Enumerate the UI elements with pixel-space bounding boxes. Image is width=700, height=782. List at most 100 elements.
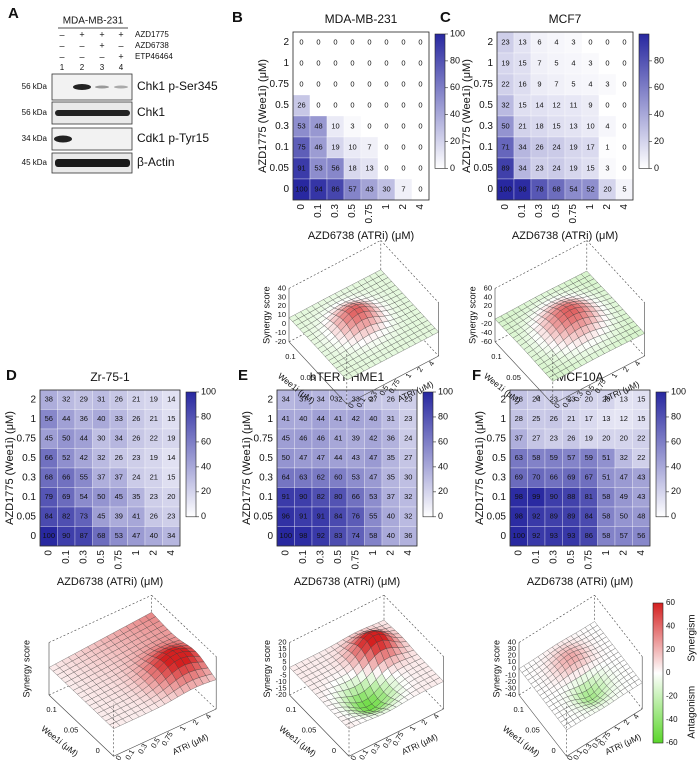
cell-value: 53 (314, 163, 322, 172)
z-axis-label: Synergy score (261, 286, 271, 344)
cell-value: 23 (535, 163, 543, 172)
cell-value: 56 (637, 531, 645, 540)
cell-value: 13 (620, 395, 628, 404)
box-edge (594, 595, 643, 657)
row-label: 0.05 (474, 163, 494, 174)
col-label: 0 (43, 550, 54, 556)
colorbar-label: 80 (450, 55, 460, 65)
cell-value: 6 (537, 37, 541, 46)
row-label: 2 (487, 37, 493, 48)
cell-value: 90 (550, 492, 558, 501)
colorbar-label: 100 (671, 386, 686, 396)
cell-value: 27 (369, 395, 377, 404)
col-label: 1 (381, 204, 392, 210)
cell-value: 23 (550, 434, 558, 443)
cell-value: 26 (567, 434, 575, 443)
cell-value: 0 (401, 142, 405, 151)
row-label: 0 (487, 184, 493, 195)
atri-tick-label: 1 (609, 372, 619, 380)
cell-value: 0 (401, 79, 405, 88)
colorbar-label: 20 (201, 486, 211, 496)
col-label: 4 (403, 550, 414, 556)
x-axis-label: AZD6738 (ATRi) (μM) (512, 230, 618, 242)
cell-value: 0 (384, 142, 388, 151)
cell-value: 53 (352, 473, 360, 482)
cell-value: 37 (97, 473, 105, 482)
cell-value: 44 (317, 414, 325, 423)
box-edge (113, 708, 217, 757)
cell-value: 50 (282, 453, 290, 462)
synergy-tick-label: -20 (666, 691, 678, 700)
cell-value: 19 (167, 434, 175, 443)
cell-value: 93 (567, 531, 575, 540)
protein-label: Chk1 p-Ser345 (137, 79, 218, 93)
cell-value: 10 (331, 121, 339, 130)
cell-value: 15 (586, 163, 594, 172)
cell-value: 34 (282, 395, 290, 404)
cell-value: 24 (552, 142, 560, 151)
cell-value: 40 (369, 414, 377, 423)
cell-value: 26 (387, 395, 395, 404)
cell-value: 91 (317, 512, 325, 521)
cell-value: 37 (515, 434, 523, 443)
cell-value: 81 (585, 492, 593, 501)
cell-value: 22 (637, 434, 645, 443)
cell-value: 23 (167, 512, 175, 521)
cell-value: 98 (515, 492, 523, 501)
box-edge (518, 594, 595, 643)
cell-value: 76 (352, 512, 360, 521)
row-label: 0.75 (270, 79, 290, 90)
cell-line: MDA-MB-231 (63, 16, 124, 27)
row-label: 0.05 (487, 511, 507, 522)
atri-tick-label: 2 (621, 366, 631, 374)
cell-value: 26 (150, 512, 158, 521)
cell-value: 89 (501, 163, 509, 172)
heatmap-frame (496, 31, 634, 201)
treatment-name: AZD1775 (135, 30, 169, 39)
row-label: 1 (283, 58, 289, 69)
row-label: 0.5 (22, 453, 36, 464)
cell-value: 32 (501, 100, 509, 109)
cell-value: 40 (299, 414, 307, 423)
z-axis-label: Synergy score (467, 286, 477, 344)
cell-value: 18 (348, 163, 356, 172)
atri-tick-label: 0.1 (357, 748, 370, 762)
row-label: 0.1 (492, 492, 506, 503)
atri-tick-label: 0.3 (572, 390, 585, 404)
cell-value: 15 (637, 414, 645, 423)
y-axis-label: AZD1775 (Wee1i) (μM) (4, 411, 16, 525)
cell-value: 78 (535, 184, 543, 193)
cell-value: 20 (602, 434, 610, 443)
box-edge (288, 341, 348, 405)
colorbar-label: 0 (438, 511, 443, 521)
cell-value: 5 (622, 184, 626, 193)
cell-value: 32 (620, 453, 628, 462)
cell-value: 58 (532, 453, 540, 462)
row-label: 0.3 (479, 121, 493, 132)
cell-value: 35 (387, 453, 395, 462)
surface-mesh (548, 374, 559, 382)
cell-value: 68 (45, 473, 53, 482)
colorbar-label: 80 (671, 411, 681, 421)
col-label: 4 (415, 204, 426, 210)
cell-value: 66 (352, 492, 360, 501)
cell-value: 69 (62, 492, 70, 501)
atri-tick-label: 1 (408, 724, 418, 732)
treatment-sign: + (79, 29, 84, 39)
cell-value: 17 (586, 142, 594, 151)
row-label: 0.3 (259, 472, 273, 483)
synergy-tick-label: 40 (666, 621, 675, 630)
cell-value: 58 (602, 531, 610, 540)
cell-value: 19 (569, 142, 577, 151)
cell-value: 26 (535, 142, 543, 151)
box-edge (346, 355, 439, 405)
cell-value: 100 (295, 184, 308, 193)
cell-value: 33 (115, 414, 123, 423)
z-tick-label: 10 (508, 657, 516, 666)
cell-value: 82 (317, 492, 325, 501)
z-tick-label: 0 (282, 664, 286, 673)
cell-value: 89 (550, 512, 558, 521)
cell-value: 84 (334, 512, 342, 521)
cell-value: 30 (382, 184, 390, 193)
col-label: 0.5 (566, 550, 577, 564)
